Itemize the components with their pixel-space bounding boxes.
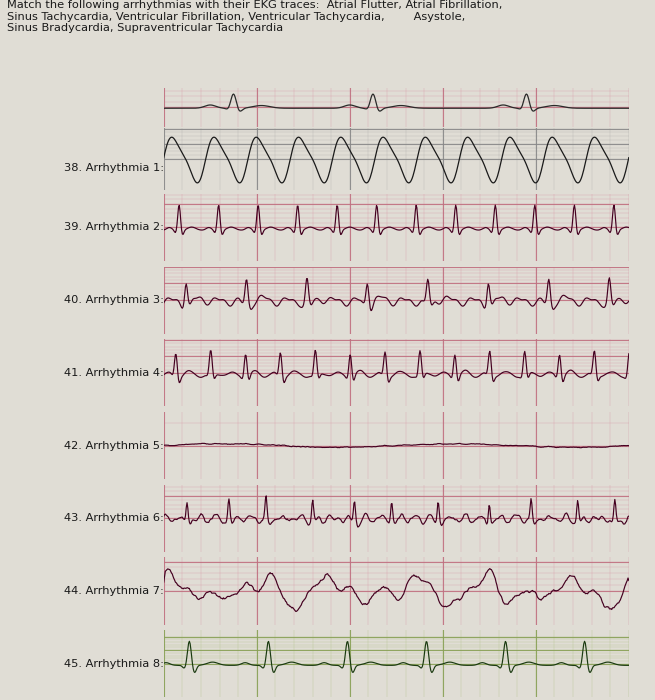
Text: 38. Arrhythmia 1:: 38. Arrhythmia 1: xyxy=(64,163,164,174)
Text: 43. Arrhythmia 6:: 43. Arrhythmia 6: xyxy=(64,513,164,524)
Text: 40. Arrhythmia 3:: 40. Arrhythmia 3: xyxy=(64,295,164,305)
Text: 45. Arrhythmia 8:: 45. Arrhythmia 8: xyxy=(64,659,164,668)
Text: 44. Arrhythmia 7:: 44. Arrhythmia 7: xyxy=(64,586,164,596)
Text: Match the following arrhythmias with their EKG traces:  Atrial Flutter, Atrial F: Match the following arrhythmias with the… xyxy=(7,0,502,33)
Text: 41. Arrhythmia 4:: 41. Arrhythmia 4: xyxy=(64,368,164,378)
Text: 42. Arrhythmia 5:: 42. Arrhythmia 5: xyxy=(64,440,164,451)
Text: 39. Arrhythmia 2:: 39. Arrhythmia 2: xyxy=(64,223,164,232)
